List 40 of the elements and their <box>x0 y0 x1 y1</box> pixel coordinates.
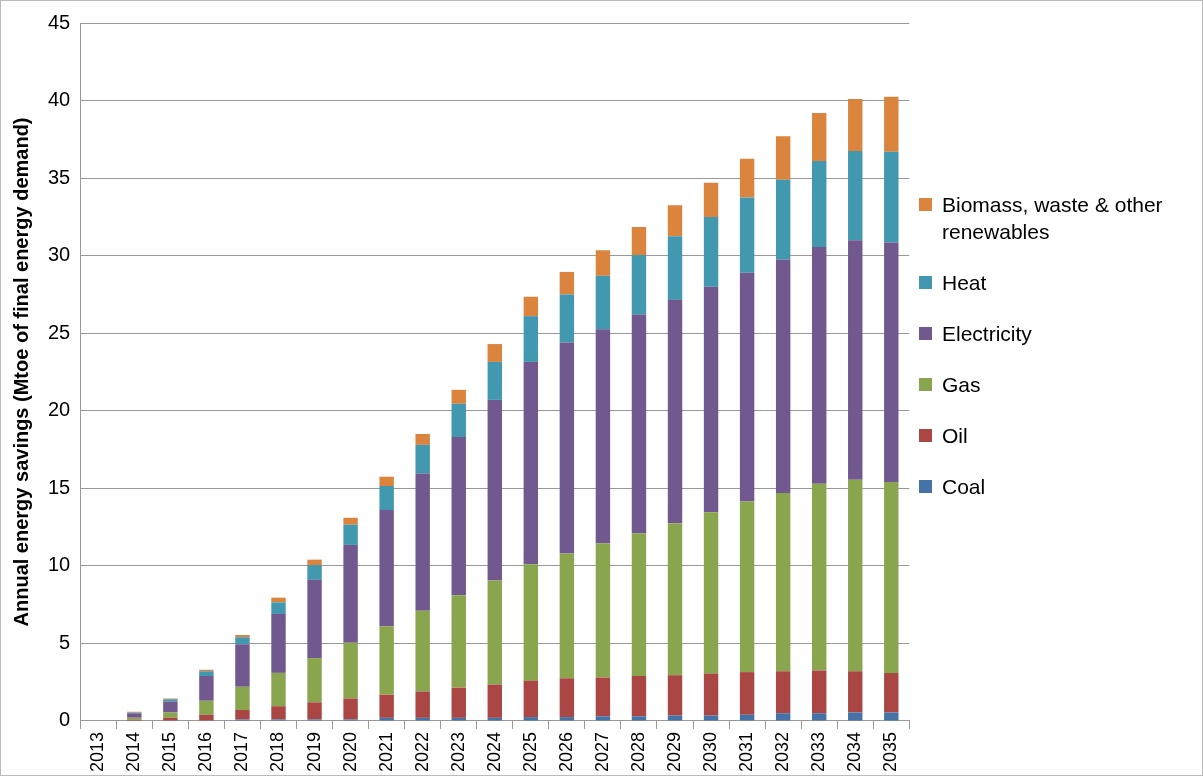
x-tick-label: 2021 <box>375 731 396 772</box>
legend-label: Oil <box>942 423 968 449</box>
y-tick-label: 20 <box>48 398 71 421</box>
y-axis-title: Annual energy savings (Mtoe of final energy demand) <box>9 117 32 627</box>
x-tick-label: 2025 <box>519 731 540 772</box>
x-tick-label: 2029 <box>663 731 684 772</box>
legend-label: Electricity <box>942 321 1032 347</box>
legend-label: Biomass, waste & other renewables <box>942 192 1164 245</box>
x-tick-label: 2033 <box>808 731 829 772</box>
x-tick-label: 2034 <box>844 731 865 772</box>
x-tick-label: 2020 <box>339 731 360 772</box>
x-tick-label: 2026 <box>555 731 576 772</box>
x-tick-label: 2023 <box>447 731 468 772</box>
legend-label: Gas <box>942 372 981 398</box>
x-tick-label: 2024 <box>483 731 504 772</box>
legend-label: Coal <box>942 474 986 500</box>
x-tick-label: 2017 <box>231 731 252 772</box>
x-tick-label: 2019 <box>303 731 324 772</box>
y-tick-label: 10 <box>48 553 71 576</box>
y-tick-label: 30 <box>48 243 71 266</box>
x-tick-label: 2013 <box>87 731 108 772</box>
y-tick-label: 45 <box>48 10 71 33</box>
x-tick-label: 2027 <box>591 731 612 772</box>
x-tick-label: 2018 <box>267 731 288 772</box>
x-tick-label: 2016 <box>195 731 216 772</box>
y-tick-label: 40 <box>48 88 71 111</box>
x-tick-label: 2028 <box>627 731 648 772</box>
y-tick-label: 0 <box>59 708 71 731</box>
x-tick-label: 2022 <box>411 731 432 772</box>
y-tick-label: 35 <box>48 165 71 188</box>
x-tick-label: 2014 <box>123 731 144 772</box>
x-tick-label: 2032 <box>772 731 793 772</box>
x-tick-label: 2015 <box>159 731 180 772</box>
x-tick-label: 2035 <box>880 731 901 772</box>
y-tick-label: 5 <box>59 630 71 653</box>
x-tick-label: 2030 <box>700 731 721 772</box>
y-tick-label: 15 <box>48 475 71 498</box>
y-tick-label: 25 <box>48 320 71 343</box>
x-tick-label: 2031 <box>736 731 757 772</box>
legend-label: Heat <box>942 270 987 296</box>
